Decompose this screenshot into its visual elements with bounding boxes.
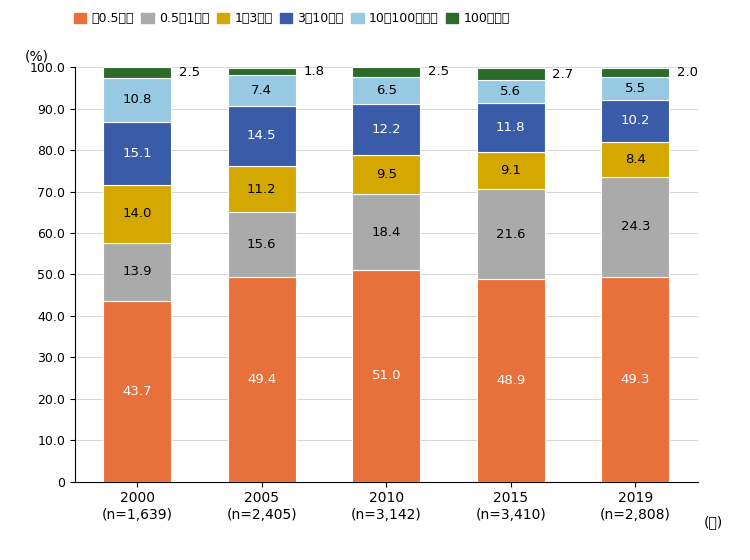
Text: (年): (年) bbox=[704, 515, 723, 529]
Text: 10.2: 10.2 bbox=[620, 114, 650, 127]
Bar bbox=[601, 68, 670, 77]
Text: 12.2: 12.2 bbox=[371, 123, 401, 136]
Bar bbox=[227, 75, 296, 106]
Text: 9.1: 9.1 bbox=[500, 164, 521, 177]
Bar bbox=[103, 243, 172, 301]
Text: 5.5: 5.5 bbox=[625, 82, 646, 95]
Text: 2.5: 2.5 bbox=[179, 66, 200, 79]
Bar bbox=[601, 176, 670, 277]
Bar bbox=[601, 277, 670, 482]
Text: 9.5: 9.5 bbox=[376, 168, 397, 181]
Bar bbox=[352, 270, 421, 482]
Text: 1.8: 1.8 bbox=[304, 65, 325, 78]
Text: 15.1: 15.1 bbox=[122, 147, 152, 160]
Text: 15.6: 15.6 bbox=[247, 238, 277, 251]
Text: 5.6: 5.6 bbox=[500, 85, 521, 98]
Text: 13.9: 13.9 bbox=[122, 265, 152, 278]
Bar bbox=[476, 189, 545, 279]
Bar bbox=[476, 279, 545, 482]
Bar bbox=[476, 80, 545, 103]
Bar bbox=[601, 142, 670, 176]
Bar bbox=[227, 212, 296, 277]
Text: 2.7: 2.7 bbox=[553, 68, 574, 81]
Text: 11.2: 11.2 bbox=[247, 183, 277, 195]
Bar bbox=[103, 122, 172, 185]
Text: 11.8: 11.8 bbox=[496, 121, 526, 134]
Text: 14.5: 14.5 bbox=[247, 129, 277, 142]
Text: 6.5: 6.5 bbox=[376, 84, 397, 97]
Bar bbox=[227, 68, 296, 75]
Bar bbox=[352, 104, 421, 155]
Text: (%): (%) bbox=[26, 49, 50, 63]
Bar bbox=[601, 100, 670, 142]
Bar bbox=[103, 301, 172, 482]
Text: 2.5: 2.5 bbox=[428, 66, 449, 78]
Text: 2.0: 2.0 bbox=[677, 66, 698, 79]
Legend: ～0.5億円, 0.5～1億円, 1～3億円, 3～10億円, 10～100億円超, 100億円～: ～0.5億円, 0.5～1億円, 1～3億円, 3～10億円, 10～100億円… bbox=[69, 7, 514, 30]
Text: 8.4: 8.4 bbox=[625, 153, 646, 166]
Bar bbox=[227, 166, 296, 212]
Bar bbox=[476, 103, 545, 152]
Text: 10.8: 10.8 bbox=[122, 94, 152, 106]
Text: 21.6: 21.6 bbox=[496, 228, 526, 241]
Bar bbox=[352, 77, 421, 104]
Bar bbox=[352, 67, 421, 77]
Bar bbox=[352, 155, 421, 194]
Text: 18.4: 18.4 bbox=[371, 226, 401, 239]
Bar bbox=[227, 277, 296, 482]
Bar bbox=[476, 152, 545, 189]
Bar bbox=[476, 68, 545, 80]
Text: 7.4: 7.4 bbox=[251, 84, 272, 97]
Text: 48.9: 48.9 bbox=[496, 374, 525, 387]
Text: 43.7: 43.7 bbox=[122, 385, 152, 398]
Bar bbox=[227, 106, 296, 166]
Bar bbox=[103, 67, 172, 78]
Bar bbox=[103, 185, 172, 243]
Bar bbox=[103, 78, 172, 122]
Text: 24.3: 24.3 bbox=[620, 221, 650, 234]
Text: 49.4: 49.4 bbox=[248, 373, 276, 386]
Bar bbox=[601, 77, 670, 100]
Text: 51.0: 51.0 bbox=[371, 370, 401, 382]
Text: 49.3: 49.3 bbox=[620, 373, 650, 386]
Bar bbox=[352, 194, 421, 270]
Text: 14.0: 14.0 bbox=[122, 207, 152, 221]
